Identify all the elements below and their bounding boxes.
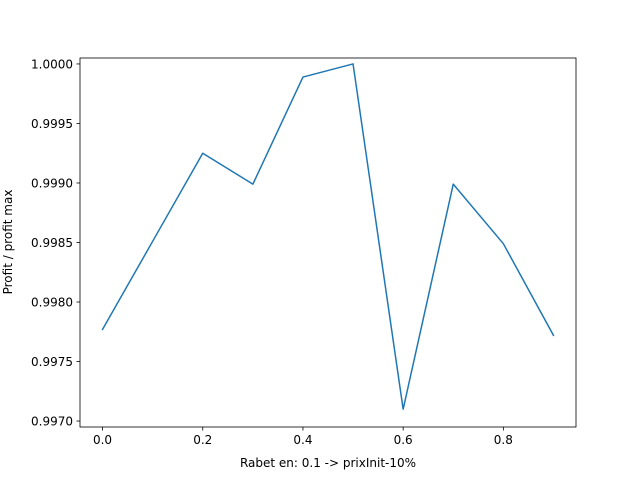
y-tick-label: 0.9990 [31,176,73,190]
x-tick-label: 0.8 [494,433,513,447]
y-tick-label: 1.0000 [31,57,73,71]
x-tick-label: 0.0 [93,433,112,447]
y-tick-label: 0.9975 [31,355,73,369]
x-tick-label: 0.6 [394,433,413,447]
x-tick-label: 0.4 [293,433,312,447]
x-axis-label: Rabet en: 0.1 -> prixInit-10% [240,456,416,470]
y-tick-label: 0.9985 [31,236,73,250]
x-axis-ticks: 0.0 0.2 0.4 0.6 0.8 [93,427,513,447]
y-tick-label: 0.9970 [31,415,73,429]
y-axis-label: Profit / profit max [1,190,15,295]
y-tick-label: 0.9995 [31,117,73,131]
y-axis-ticks: 0.9970 0.9975 0.9980 0.9985 0.9990 0.9995 1.00… [31,57,80,429]
y-tick-label: 0.9980 [31,296,73,310]
x-tick-label: 0.2 [193,433,212,447]
series-line-1 [101,63,555,410]
